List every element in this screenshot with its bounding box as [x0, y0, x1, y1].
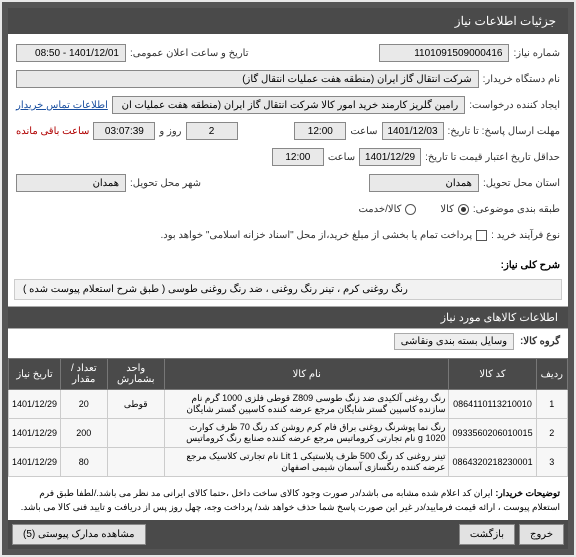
table-cell: 2 [536, 419, 567, 448]
day-word: روز و [159, 126, 181, 137]
table-cell: قوطی [107, 390, 164, 419]
table-cell: رنگ روغنی آلکیدی ضد زنگ طوسی Z809 قوطی ف… [164, 390, 449, 419]
goods-table: ردیفکد کالانام کالاواحد بشمارشتعداد / مق… [8, 358, 568, 477]
city-field: همدان [16, 174, 126, 192]
radio-service[interactable] [405, 204, 416, 215]
table-cell: 1401/12/29 [9, 419, 61, 448]
validity-date: 1401/12/29 [359, 148, 421, 166]
attachments-button[interactable]: مشاهده مدارک پیوستی (5) [12, 524, 146, 545]
validity-time: 12:00 [272, 148, 324, 166]
requester-label: ایجاد کننده درخواست: [469, 100, 560, 111]
footer: خروج بازگشت مشاهده مدارک پیوستی (5) [8, 520, 568, 549]
goods-section-header: اطلاعات کالاهای مورد نیاز [8, 306, 568, 329]
need-short-label: شرح کلی نیاز: [8, 258, 568, 273]
province-label: استان محل تحویل: [483, 178, 560, 189]
buyer-label: نام دستگاه خریدار: [483, 74, 560, 85]
table-cell: 1 [536, 390, 567, 419]
table-header: نام کالا [164, 359, 449, 390]
table-cell: 80 [61, 448, 107, 477]
contact-link[interactable]: اطلاعات تماس خریدار [16, 100, 108, 111]
days-field: 2 [186, 122, 238, 140]
need-short-text: رنگ روغنی کرم ، تینر رنگ روغنی ، ضد رنگ … [14, 279, 562, 300]
table-header: تاریخ نیاز [9, 359, 61, 390]
process-note: پرداخت تمام یا بخشی از مبلغ خرید،از محل … [161, 230, 473, 241]
table-header: تعداد / مقدار [61, 359, 107, 390]
back-button[interactable]: بازگشت [459, 524, 515, 545]
radio-goods[interactable] [458, 204, 469, 215]
table-cell: 0933560206010015 [449, 419, 536, 448]
need-no-label: شماره نیاز: [513, 48, 560, 59]
deadline-label: مهلت ارسال پاسخ: تا تاریخ: [448, 126, 560, 137]
exit-button[interactable]: خروج [519, 524, 564, 545]
city-label: شهر محل تحویل: [130, 178, 201, 189]
time-label-1: ساعت [350, 126, 377, 137]
deadline-time: 12:00 [294, 122, 346, 140]
province-field: همدان [369, 174, 479, 192]
table-cell: 3 [536, 448, 567, 477]
table-row: 10864110113210010رنگ روغنی آلکیدی ضد زنگ… [9, 390, 568, 419]
announce-field: 1401/12/01 - 08:50 [16, 44, 126, 62]
class-label: طبقه بندی موضوعی: [473, 204, 560, 215]
class-service: کالا/خدمت [358, 204, 401, 215]
deadline-date: 1401/12/03 [382, 122, 444, 140]
buyer-field: شرکت انتقال گاز ایران (منطقه هفت عملیات … [16, 70, 479, 88]
table-cell: تینر روغنی کد رنگ 500 ظرف پلاستیکی Lit 1… [164, 448, 449, 477]
table-cell: 200 [61, 419, 107, 448]
table-cell: 20 [61, 390, 107, 419]
remain-time: 03:07:39 [93, 122, 155, 140]
table-cell: 1401/12/29 [9, 448, 61, 477]
table-cell: رنگ نما پوشرنگ روغنی براق فام کرم روشن ک… [164, 419, 449, 448]
process-label: نوع فرآیند خرید : [491, 230, 560, 241]
panel-header: جزئیات اطلاعات نیاز [8, 8, 568, 34]
validity-label: حداقل تاریخ اعتبار قیمت تا تاریخ: [425, 152, 560, 163]
requester-field: رامین گلریز کارمند خرید امور کالا شرکت ا… [112, 96, 465, 114]
group-value: وسایل بسته بندی ونقاشی [394, 333, 514, 350]
announce-label: تاریخ و ساعت اعلان عمومی: [130, 48, 249, 59]
group-label: گروه کالا: [520, 336, 560, 347]
table-cell: 1401/12/29 [9, 390, 61, 419]
table-row: 30864320218230001تینر روغنی کد رنگ 500 ظ… [9, 448, 568, 477]
table-header: کد کالا [449, 359, 536, 390]
table-cell [107, 448, 164, 477]
table-cell: 0864320218230001 [449, 448, 536, 477]
table-row: 20933560206010015رنگ نما پوشرنگ روغنی بر… [9, 419, 568, 448]
details-panel: جزئیات اطلاعات نیاز شماره نیاز: 11010915… [2, 2, 574, 555]
form-area: شماره نیاز: 1101091509000416 تاریخ و ساع… [8, 34, 568, 258]
notes-label: توضیحات خریدار: [495, 488, 560, 498]
table-header: واحد بشمارش [107, 359, 164, 390]
class-goods: کالا [440, 204, 454, 215]
process-checkbox[interactable] [476, 230, 487, 241]
remain-label: ساعت باقی مانده [16, 126, 89, 137]
table-header: ردیف [536, 359, 567, 390]
table-cell: 0864110113210010 [449, 390, 536, 419]
table-cell [107, 419, 164, 448]
need-no-field: 1101091509000416 [379, 44, 509, 62]
time-label-2: ساعت [328, 152, 355, 163]
notes-text: ایران کد اعلام شده مشابه می باشد/در صورت… [21, 488, 560, 512]
